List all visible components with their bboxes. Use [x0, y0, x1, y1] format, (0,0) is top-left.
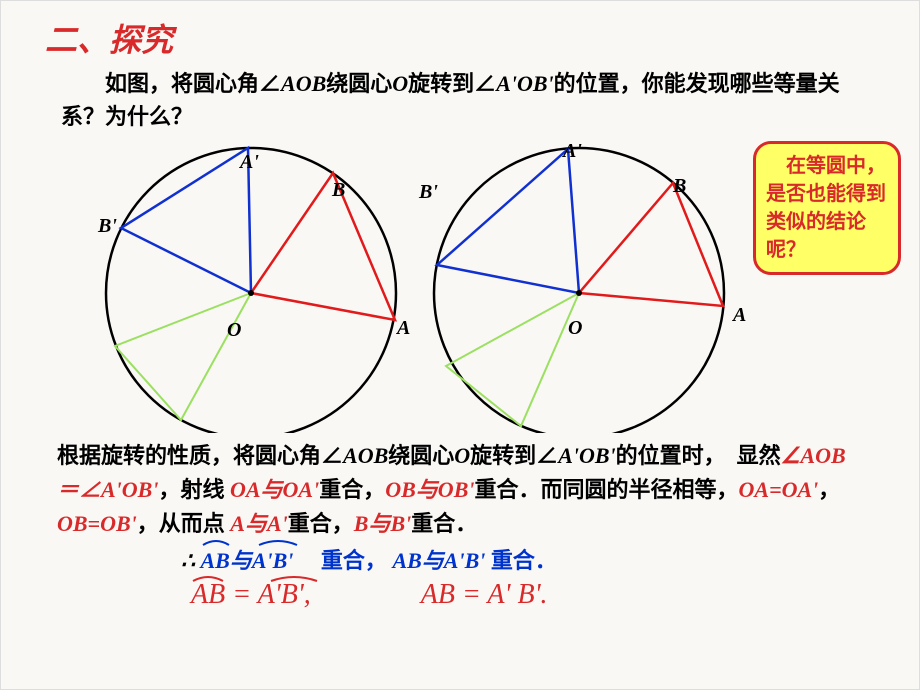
label-Ap2: A' [563, 140, 582, 163]
exp-1a: 根据旋转的性质，将圆心角∠ [57, 443, 343, 468]
exp-c1: ， [818, 477, 840, 502]
exp-1f: A'OB' [558, 443, 615, 468]
exp-eq3: OB与OB' [385, 477, 474, 502]
eq1-text: AB = A'B', [191, 579, 311, 610]
callout-box: 在等圆中，是否也能得到类似的结论呢？ [753, 141, 901, 275]
exp-eq4: OA=OA' [739, 477, 819, 502]
exp-eq2: OA与OA' [230, 477, 319, 502]
label-Bp2: B' [419, 181, 438, 204]
exp-1e: 旋转到∠ [470, 443, 558, 468]
diagrams-svg [41, 133, 821, 433]
exp-6: 重合． [411, 511, 477, 536]
conc-prefix: ∴ [181, 548, 195, 573]
explanation: 根据旋转的性质，将圆心角∠AOB绕圆心O旋转到∠A'OB'的位置时， 显然∠AO… [1, 433, 919, 541]
label-Bp1: B' [98, 215, 117, 238]
callout-text: 在等圆中，是否也能得到类似的结论呢？ [766, 155, 886, 261]
exp-5: 重合， [288, 511, 354, 536]
equation-row: AB = A'B', AB = A' B'. [1, 579, 919, 611]
exp-1b: AOB [343, 443, 388, 468]
eq-chord: AB = A' B'. [421, 579, 548, 611]
intro-t3: 旋转到∠ [408, 71, 496, 96]
section-title: 二、探究 [1, 1, 919, 61]
exp-eq5: OB=OB' [57, 511, 137, 536]
conc-cn2: 重合． [491, 548, 557, 573]
exp-2a: ，射线 [158, 477, 230, 502]
exp-eq6: A与A' [230, 511, 287, 536]
eq-arc: AB = A'B', [191, 579, 311, 611]
conc-arc1: AB与A'B' [201, 548, 294, 573]
label-B2: B [673, 175, 686, 198]
exp-1c: 绕圆心 [388, 443, 454, 468]
exp-1d: O [454, 443, 470, 468]
intro-t1: 如图，将圆心角∠ [105, 71, 281, 96]
label-A2: A [733, 304, 746, 327]
intro-aob1: AOB [281, 71, 326, 96]
exp-3: 重合．而同圆的半径相等， [475, 477, 739, 502]
label-O2: O [568, 317, 582, 340]
exp-2b: 重合， [319, 477, 385, 502]
label-A1: A [397, 317, 410, 340]
intro-t2: 绕圆心 [326, 71, 392, 96]
conclusion-line-1: ∴ AB与A'B' 重合， AB与A'B' 重合． [1, 541, 919, 575]
label-O1: O [227, 319, 241, 342]
intro-text: 如图，将圆心角∠AOB绕圆心O旋转到∠A'OB'的位置，你能发现哪些等量关系？为… [1, 61, 919, 133]
intro-o: O [392, 71, 408, 96]
label-B1: B [332, 179, 345, 202]
label-Ap1: A' [240, 151, 259, 174]
conc-cn1: 重合， [299, 548, 387, 573]
exp-4: ，从而点 [137, 511, 231, 536]
conc-seg: AB与A'B' [392, 548, 485, 573]
intro-aob2: A'OB' [496, 71, 553, 96]
exp-1g: 的位置时， 显然 [616, 443, 781, 468]
exp-eq7: B与B' [354, 511, 411, 536]
